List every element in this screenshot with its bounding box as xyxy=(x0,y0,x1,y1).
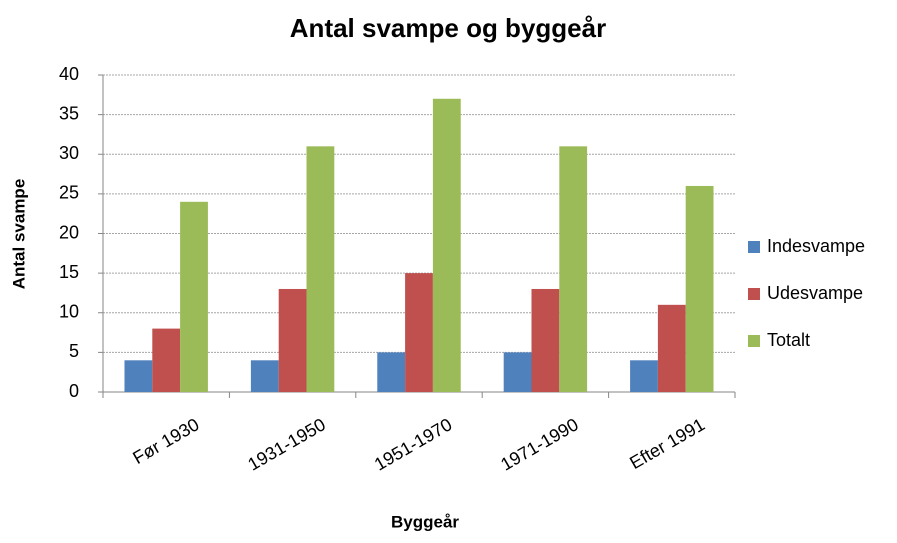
chart-title: Antal svampe og byggeår xyxy=(290,13,606,43)
legend-label: Udesvampe xyxy=(767,283,863,303)
bar xyxy=(306,146,335,392)
y-tick-label: 35 xyxy=(59,103,79,123)
y-tick-label: 25 xyxy=(59,183,79,203)
x-tick-label: 1951-1970 xyxy=(371,414,456,474)
x-tick-label: Efter 1991 xyxy=(626,414,708,473)
y-tick-label: 0 xyxy=(69,381,79,401)
x-tick-label: Før 1930 xyxy=(129,414,202,468)
legend-swatch xyxy=(748,288,760,300)
bar xyxy=(278,288,307,392)
y-tick-label: 15 xyxy=(59,262,79,282)
bar xyxy=(657,304,686,392)
legend-label: Totalt xyxy=(767,330,810,350)
bar xyxy=(503,352,532,392)
y-tick-label: 20 xyxy=(59,222,79,242)
bar xyxy=(630,360,658,392)
y-tick-label: 5 xyxy=(69,341,79,361)
bar xyxy=(180,201,208,392)
x-tick-label: 1971-1990 xyxy=(497,414,582,474)
legend-swatch xyxy=(748,335,760,347)
bar xyxy=(250,360,279,392)
legend-swatch xyxy=(748,241,760,253)
legend-label: Indesvampe xyxy=(767,236,865,256)
y-tick-label: 10 xyxy=(59,302,79,322)
y-tick-label: 40 xyxy=(59,64,79,84)
bar xyxy=(405,273,433,392)
bar xyxy=(559,146,588,392)
bar xyxy=(685,185,714,392)
bar xyxy=(377,352,406,392)
bar xyxy=(124,360,153,392)
bar xyxy=(531,288,560,392)
x-axis-title: Byggeår xyxy=(391,512,459,531)
y-axis-title: Antal svampe xyxy=(9,179,28,290)
y-tick-label: 30 xyxy=(59,143,79,163)
x-tick-label: 1931-1950 xyxy=(244,414,329,474)
bar xyxy=(432,98,461,393)
bar xyxy=(152,328,181,392)
